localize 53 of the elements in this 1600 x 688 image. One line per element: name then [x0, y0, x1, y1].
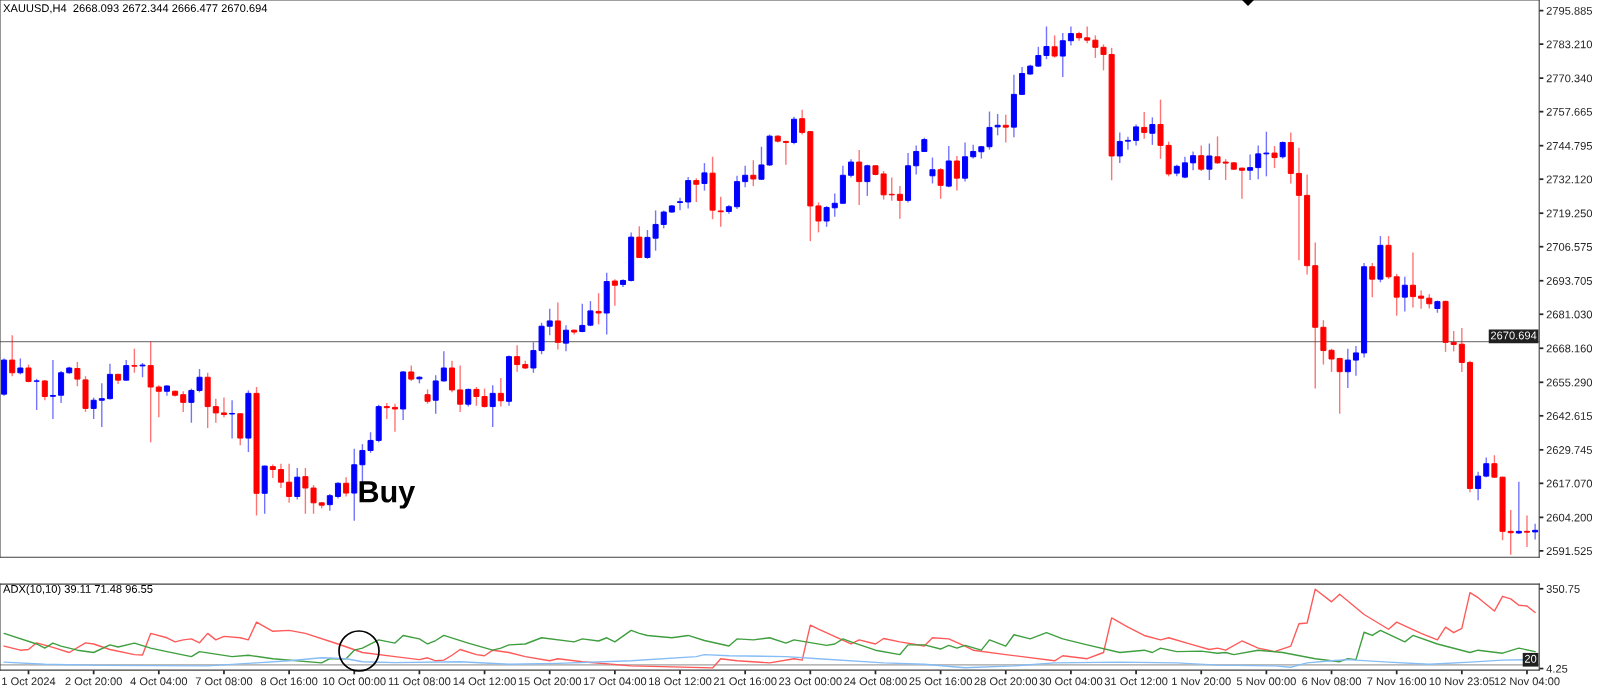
- y-tick-label: 2693.705: [1546, 277, 1593, 285]
- x-tick-label: 8 Oct 16:00: [260, 677, 318, 686]
- ref-line-label: 2670.694: [1490, 331, 1537, 340]
- y-tick-label: 2744.795: [1546, 141, 1593, 150]
- y-tick-label: 2795.885: [1546, 6, 1593, 15]
- x-tick-label: 25 Oct 16:00: [909, 677, 972, 686]
- x-tick-label: 24 Oct 08:00: [844, 677, 907, 686]
- x-tick-label: 10 Oct 00:00: [323, 677, 386, 686]
- x-tick-label: 1 Oct 2024: [2, 677, 56, 686]
- y-tick-label: 2668.160: [1546, 344, 1593, 353]
- candlestick: [383, 402, 390, 420]
- y-tick-label: 2706.575: [1546, 242, 1593, 251]
- y-tick-label: 2770.340: [1546, 74, 1593, 83]
- chart-title: XAUUSD,H4 2668.093 2672.344 2666.477 2670.694: [3, 4, 268, 14]
- candlestick: [269, 463, 276, 479]
- x-tick-label: 7 Oct 08:00: [195, 677, 253, 686]
- x-tick-label: 2 Oct 20:00: [65, 677, 122, 686]
- x-tick-label: 31 Oct 12:00: [1104, 677, 1168, 686]
- y-tick-label: 2732.120: [1546, 175, 1593, 184]
- x-tick-label: 21 Oct 16:00: [713, 677, 777, 686]
- candlestick: [1532, 523, 1539, 541]
- x-tick-label: 10 Nov 23:05: [1429, 677, 1495, 686]
- y-tick-label: 2604.200: [1546, 513, 1593, 522]
- x-tick-label: 23 Oct 00:00: [779, 677, 842, 686]
- candlestick: [677, 197, 684, 211]
- x-tick-label: 5 Nov 00:00: [1236, 677, 1296, 686]
- x-tick-label: 6 Nov 08:00: [1302, 677, 1362, 686]
- x-tick-label: 12 Nov 04:00: [1494, 677, 1560, 686]
- y-tick-label: 2617.070: [1546, 479, 1593, 488]
- ref-line-label: 20: [1524, 654, 1537, 663]
- chart-title: ADX(10,10) 39.11 71.48 96.55: [3, 584, 153, 596]
- candlestick: [1124, 135, 1131, 151]
- x-tick-label: 17 Oct 04:00: [583, 677, 647, 686]
- y-tick-label: 2681.030: [1546, 310, 1593, 319]
- y-tick-label: 2642.615: [1546, 412, 1593, 420]
- x-tick-label: 1 Nov 20:00: [1172, 677, 1231, 686]
- annotation: Buy: [359, 481, 416, 509]
- x-tick-label: 15 Oct 20:00: [518, 677, 582, 686]
- x-tick-label: 28 Oct 20:00: [974, 677, 1038, 686]
- x-tick-label: 7 Nov 16:00: [1367, 677, 1427, 686]
- x-tick-label: 11 Oct 08:00: [388, 677, 451, 686]
- y-tick-label: 2757.665: [1546, 107, 1593, 116]
- x-tick-label: 4 Oct 04:00: [130, 677, 188, 686]
- y-tick-label: 2655.290: [1546, 378, 1593, 387]
- x-tick-label: 18 Oct 12:00: [649, 677, 712, 686]
- y-tick-label: 350.75: [1546, 585, 1580, 593]
- y-tick-label: 2719.250: [1546, 209, 1593, 218]
- y-tick-label: 2591.525: [1546, 547, 1593, 555]
- y-tick-label: 4.25: [1546, 664, 1568, 673]
- x-tick-label: 14 Oct 12:00: [453, 677, 516, 686]
- x-tick-label: 30 Oct 04:00: [1039, 677, 1103, 686]
- y-tick-label: 2783.210: [1546, 40, 1593, 49]
- y-tick-label: 2629.745: [1546, 446, 1593, 454]
